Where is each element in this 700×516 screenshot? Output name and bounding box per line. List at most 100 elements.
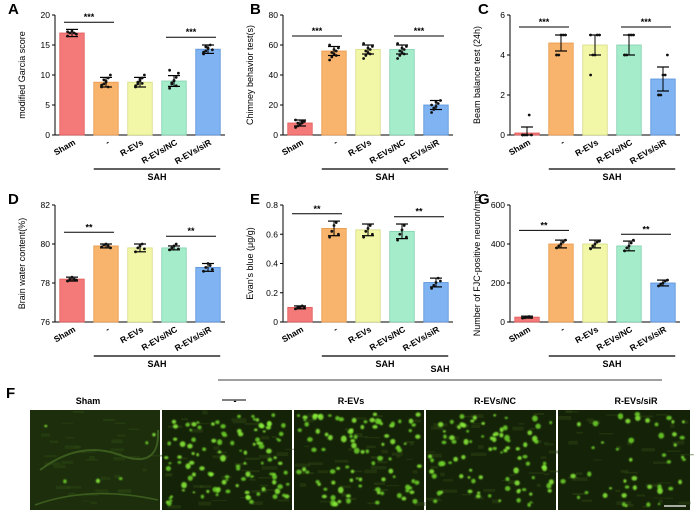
data-point <box>300 304 304 308</box>
fjc-positive-cell <box>463 438 469 445</box>
fjc-positive-cell <box>281 423 286 428</box>
tissue-texture <box>440 472 445 477</box>
fjc-positive-cell <box>531 476 535 480</box>
y-tick-label: 82 <box>41 200 51 210</box>
fjc-positive-cell <box>549 420 553 425</box>
tissue-texture <box>191 428 204 433</box>
data-point <box>555 53 558 57</box>
y-tick-label: 0 <box>273 130 278 140</box>
bar-- <box>93 81 119 136</box>
fjc-positive-cell <box>467 489 473 494</box>
tissue-texture <box>386 485 400 487</box>
data-point <box>523 316 527 320</box>
data-point <box>294 307 297 311</box>
tissue-texture <box>299 483 307 487</box>
tissue-texture <box>61 460 74 464</box>
micrograph-Sham <box>30 410 164 510</box>
tissue-texture <box>549 470 559 473</box>
tissue-texture <box>319 500 331 503</box>
fjc-positive-cell <box>459 414 465 419</box>
significance-label: ** <box>85 222 93 232</box>
fjc-positive-cell <box>277 484 283 490</box>
bar-R-EVs/siR <box>195 266 221 323</box>
tissue-texture <box>529 427 535 430</box>
fjc-positive-cell <box>492 446 497 451</box>
fjc-positive-cell <box>95 478 101 484</box>
tissue-texture <box>364 436 381 439</box>
tissue-texture <box>441 489 457 493</box>
bar-R-EVs/NC <box>161 80 187 136</box>
data-point <box>328 58 331 62</box>
fjc-positive-cell <box>513 467 519 474</box>
data-point <box>434 100 438 104</box>
tissue-texture <box>187 421 194 426</box>
tissue-texture <box>215 451 227 454</box>
data-point <box>663 73 667 77</box>
tissue-texture <box>341 492 346 497</box>
fjc-positive-cell <box>587 471 592 477</box>
tissue-texture <box>261 435 269 440</box>
tissue-texture <box>239 496 246 499</box>
fjc-positive-cell <box>673 443 677 447</box>
data-point <box>666 53 669 57</box>
fjc-positive-cell <box>217 439 223 446</box>
y-tick-label: 60 <box>269 40 279 50</box>
tissue-texture <box>65 436 75 439</box>
fjc-positive-cell <box>328 414 332 417</box>
data-point <box>595 33 599 37</box>
tissue-texture <box>435 426 442 428</box>
fjc-positive-cell <box>220 454 226 462</box>
data-point <box>371 232 374 236</box>
fjc-positive-cell <box>369 417 376 423</box>
fjc-positive-cell <box>381 442 385 446</box>
significance-label: *** <box>414 26 425 36</box>
tissue-texture <box>285 448 295 450</box>
data-point <box>559 33 563 37</box>
fjc-positive-cell <box>477 491 481 495</box>
fjc-positive-cell <box>271 473 278 480</box>
fjc-positive-cell <box>303 418 307 422</box>
tissue-texture <box>165 472 173 477</box>
data-point <box>296 124 300 128</box>
y-tick-label: 5 <box>45 100 50 110</box>
data-point <box>75 278 78 282</box>
fjc-positive-cell <box>224 475 230 479</box>
data-point <box>430 111 433 114</box>
fjc-positive-cell <box>617 413 624 420</box>
tissue-texture <box>679 453 694 456</box>
fjc-positive-cell <box>535 423 541 429</box>
tissue-texture <box>543 473 550 476</box>
tissue-texture <box>244 457 260 461</box>
fjc-positive-cell <box>560 479 566 484</box>
tissue-texture <box>568 440 578 445</box>
data-point <box>521 316 524 320</box>
data-point <box>625 53 629 57</box>
fjc-positive-cell <box>409 490 415 495</box>
tissue-texture <box>374 482 386 486</box>
fjc-positive-cell <box>172 424 179 429</box>
data-point <box>104 80 108 84</box>
fjc-positive-cell <box>518 488 521 492</box>
fjc-positive-cell <box>349 478 354 483</box>
fjc-positive-cell <box>522 454 528 459</box>
fjc-positive-cell <box>258 422 264 428</box>
tissue-texture <box>586 418 594 422</box>
micrograph-label: R-EVs/NC <box>474 396 517 406</box>
chart-panel-B: B 0 20 40 60 80 Chimney behavior test(s) Sham - R… <box>245 1 453 182</box>
fjc-positive-cell <box>329 469 336 474</box>
tissue-texture <box>478 445 484 449</box>
data-point <box>75 32 78 36</box>
fjc-positive-cell <box>145 441 149 445</box>
tissue-texture <box>295 463 311 467</box>
tissue-texture <box>212 455 229 459</box>
data-point <box>663 279 667 283</box>
fjc-positive-cell <box>63 479 67 484</box>
fjc-positive-cell <box>634 412 641 417</box>
tissue-texture <box>652 461 668 464</box>
fjc-positive-cell <box>243 450 248 455</box>
data-point <box>366 51 370 54</box>
tissue-texture <box>642 505 648 508</box>
fjc-positive-cell <box>266 448 272 454</box>
data-point <box>527 315 531 318</box>
